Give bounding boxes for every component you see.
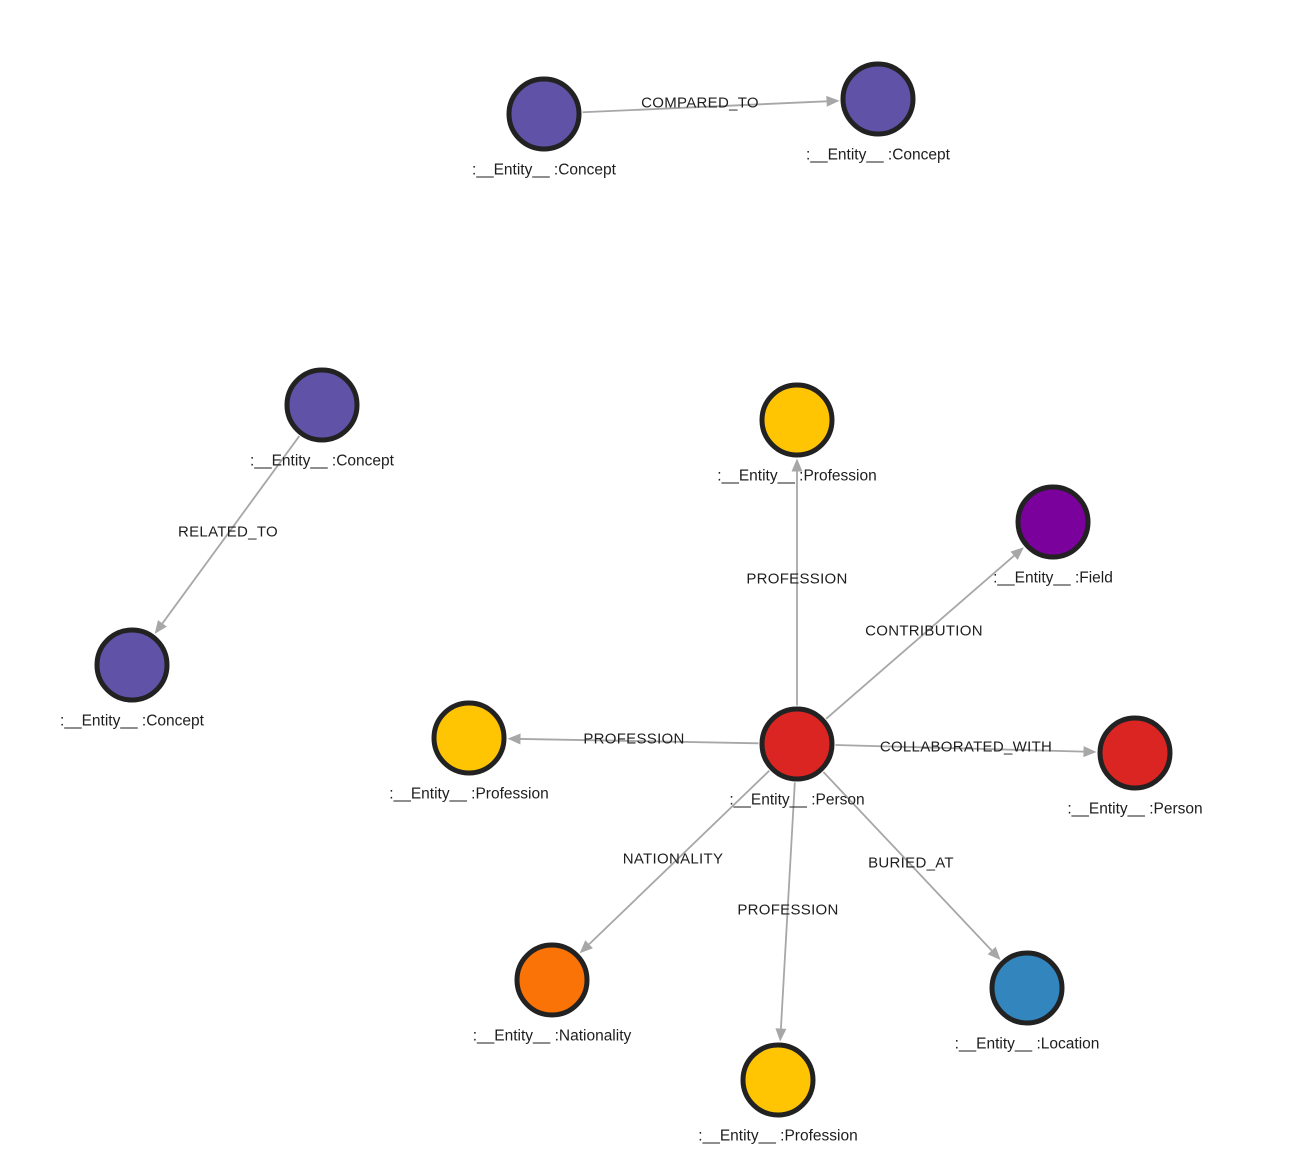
node-label-concept-4: :__Entity__ :Concept bbox=[60, 713, 205, 730]
node-label-profession-top: :__Entity__ :Profession bbox=[717, 468, 876, 485]
node-label-concept-2: :__Entity__ :Concept bbox=[806, 147, 951, 164]
node-profession-top[interactable] bbox=[759, 382, 835, 458]
edge-line-person-center-profession-left[interactable] bbox=[520, 738, 759, 745]
edge-line-person-center-profession-bottom[interactable] bbox=[780, 782, 796, 1029]
edge-line-concept-1-concept-2[interactable] bbox=[582, 100, 827, 114]
edge-label-buried_at[interactable]: BURIED_AT bbox=[868, 855, 954, 872]
node-label-concept-3: :__Entity__ :Concept bbox=[250, 453, 395, 470]
arrowhead-icon bbox=[507, 733, 521, 745]
node-label-location-1: :__Entity__ :Location bbox=[955, 1036, 1100, 1053]
node-concept-2[interactable] bbox=[840, 61, 916, 137]
node-label-nationality-1: :__Entity__ :Nationality bbox=[473, 1028, 632, 1045]
node-label-profession-left: :__Entity__ :Profession bbox=[389, 786, 548, 803]
node-person-right[interactable] bbox=[1097, 715, 1173, 791]
arrowhead-icon bbox=[1010, 547, 1024, 560]
edge-label-profession[interactable]: PROFESSION bbox=[746, 571, 847, 588]
node-nationality-1[interactable] bbox=[514, 942, 590, 1018]
node-concept-1[interactable] bbox=[506, 76, 582, 152]
edge-line-person-center-location-1[interactable] bbox=[822, 771, 993, 952]
arrowhead-icon bbox=[154, 620, 167, 634]
node-label-concept-1: :__Entity__ :Concept bbox=[472, 162, 617, 179]
node-field-1[interactable] bbox=[1015, 484, 1091, 560]
node-location-1[interactable] bbox=[989, 950, 1065, 1026]
node-labels-layer: :__Entity__ :Concept :__Entity__ :Concept… bbox=[60, 147, 1203, 1145]
node-label-person-right: :__Entity__ :Person bbox=[1067, 801, 1202, 818]
edge-line-person-center-field-1[interactable] bbox=[825, 555, 1015, 720]
node-label-person-center: :__Entity__ :Person bbox=[729, 792, 864, 809]
arrowhead-icon bbox=[826, 95, 840, 107]
edge-label-profession[interactable]: PROFESSION bbox=[583, 731, 684, 748]
edge-label-compared_to[interactable]: COMPARED_TO bbox=[641, 95, 759, 112]
arrowhead-icon bbox=[579, 940, 593, 954]
edge-label-related_to[interactable]: RELATED_TO bbox=[178, 524, 278, 541]
arrowhead-icon bbox=[775, 1028, 787, 1042]
node-person-center[interactable] bbox=[759, 706, 835, 782]
arrowhead-icon bbox=[1083, 746, 1097, 758]
edge-label-profession[interactable]: PROFESSION bbox=[737, 902, 838, 919]
arrowhead-icon bbox=[791, 458, 803, 472]
edge-label-nationality[interactable]: NATIONALITY bbox=[623, 851, 724, 868]
nodes-layer bbox=[94, 61, 1173, 1118]
node-profession-left[interactable] bbox=[431, 700, 507, 776]
arrowhead-icon bbox=[987, 946, 1001, 960]
edge-label-collaborated_with[interactable]: COLLABORATED_WITH bbox=[880, 739, 1052, 756]
edge-line-person-center-nationality-1[interactable] bbox=[588, 770, 770, 945]
node-label-field-1: :__Entity__ :Field bbox=[993, 570, 1113, 587]
node-concept-3[interactable] bbox=[284, 367, 360, 443]
edge-label-contribution[interactable]: CONTRIBUTION bbox=[865, 623, 983, 640]
edge-line-person-center-person-right[interactable] bbox=[835, 744, 1084, 753]
node-concept-4[interactable] bbox=[94, 627, 170, 703]
node-label-profession-bottom: :__Entity__ :Profession bbox=[698, 1128, 857, 1145]
edges-layer bbox=[154, 95, 1097, 1042]
node-profession-bottom[interactable] bbox=[740, 1042, 816, 1118]
edge-line-concept-3-concept-4[interactable] bbox=[161, 435, 301, 624]
edge-labels-layer: COMPARED_TO RELATED_TO PROFESSION CONTRIBUT… bbox=[178, 95, 1052, 919]
